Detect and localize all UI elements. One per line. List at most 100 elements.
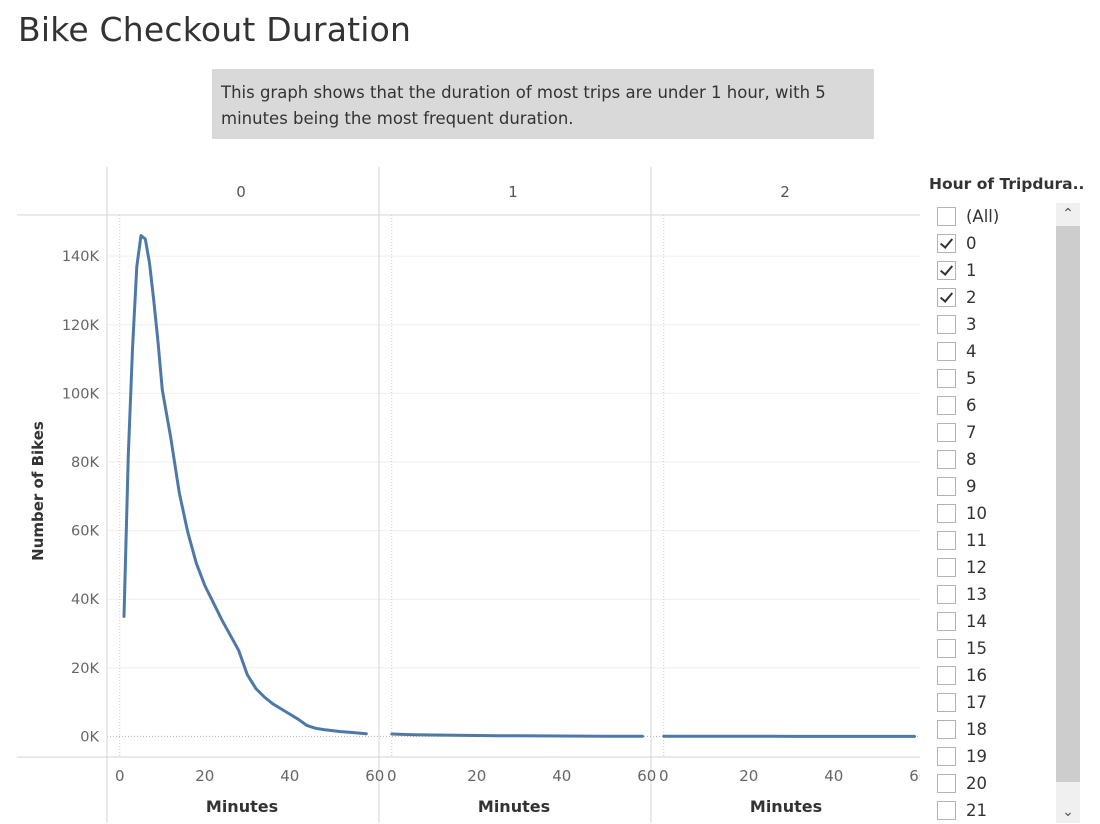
- filter-item[interactable]: 13: [937, 581, 1057, 608]
- filter-checkbox[interactable]: [937, 585, 956, 604]
- filter-checkbox[interactable]: [937, 531, 956, 550]
- filter-item[interactable]: 12: [937, 554, 1057, 581]
- filter-item[interactable]: 8: [937, 446, 1057, 473]
- filter-checkbox[interactable]: [937, 315, 956, 334]
- filter-item-label: 13: [966, 585, 987, 604]
- filter-item[interactable]: 16: [937, 662, 1057, 689]
- filter-item[interactable]: 7: [937, 419, 1057, 446]
- filter-item[interactable]: 18: [937, 716, 1057, 743]
- filter-item[interactable]: 10: [937, 500, 1057, 527]
- filter-checkbox[interactable]: [937, 288, 956, 307]
- filter-item-label: 16: [966, 666, 987, 685]
- scroll-thumb[interactable]: [1056, 226, 1080, 782]
- filter-checkbox[interactable]: [937, 450, 956, 469]
- filter-item[interactable]: 9: [937, 473, 1057, 500]
- y-tick-label: 80K: [71, 455, 99, 471]
- filter-checkbox[interactable]: [937, 504, 956, 523]
- x-tick-label: 60: [637, 767, 656, 785]
- filter-item-label: 1: [966, 261, 977, 280]
- filter-item[interactable]: 21: [937, 797, 1057, 824]
- x-tick-label: 0: [659, 767, 669, 785]
- filter-checkbox[interactable]: [937, 234, 956, 253]
- filter-checkbox[interactable]: [937, 693, 956, 712]
- y-tick-label: 20K: [71, 661, 99, 677]
- filter-checkbox[interactable]: [937, 261, 956, 280]
- filter-checkbox[interactable]: [937, 207, 956, 226]
- panel-header: 2: [780, 183, 790, 201]
- filter-item-label: 21: [966, 801, 987, 820]
- y-tick-label: 140K: [62, 249, 100, 265]
- filter-item-label: 15: [966, 639, 987, 658]
- filter-checkbox[interactable]: [937, 396, 956, 415]
- filter-item[interactable]: (All): [937, 203, 1057, 230]
- y-tick-label: 60K: [71, 524, 99, 540]
- filter-item-label: 12: [966, 558, 987, 577]
- filter-item-label: 14: [966, 612, 987, 631]
- filter-item-label: 10: [966, 504, 987, 523]
- filter-item-label: 19: [966, 747, 987, 766]
- x-tick-label: 40: [280, 767, 299, 785]
- page-title: Bike Checkout Duration: [18, 10, 411, 49]
- filter-checkbox[interactable]: [937, 558, 956, 577]
- filter-checkbox[interactable]: [937, 801, 956, 820]
- filter-item[interactable]: 15: [937, 635, 1057, 662]
- x-tick-label: 40: [552, 767, 571, 785]
- filter-checkbox[interactable]: [937, 747, 956, 766]
- filter-item-label: 8: [966, 450, 977, 469]
- x-axis-title: Minutes: [750, 797, 822, 816]
- x-tick-label: 0: [387, 767, 397, 785]
- filter-scrollbar[interactable]: ⌃ ⌄: [1056, 203, 1080, 823]
- filter-item[interactable]: 3: [937, 311, 1057, 338]
- y-tick-label: 0K: [80, 729, 99, 745]
- filter-item-label: 11: [966, 531, 987, 550]
- filter-item-label: 20: [966, 774, 987, 793]
- filter-item-label: 17: [966, 693, 987, 712]
- x-tick-label: 20: [195, 767, 214, 785]
- filter-item[interactable]: 20: [937, 770, 1057, 797]
- caption-box: This graph shows that the duration of mo…: [212, 69, 874, 139]
- filter-item-label: 4: [966, 342, 977, 361]
- filter-item[interactable]: 17: [937, 689, 1057, 716]
- filter-checkbox[interactable]: [937, 720, 956, 739]
- y-tick-label: 100K: [62, 386, 100, 402]
- filter-item-label: 3: [966, 315, 977, 334]
- filter-item[interactable]: 1: [937, 257, 1057, 284]
- filter-checkbox[interactable]: [937, 612, 956, 631]
- x-tick-label: 20: [467, 767, 486, 785]
- filter-title: Hour of Tripdura..: [929, 175, 1099, 193]
- filter-checkbox[interactable]: [937, 342, 956, 361]
- filter-item[interactable]: 11: [937, 527, 1057, 554]
- filter-item[interactable]: 5: [937, 365, 1057, 392]
- filter-item-label: 5: [966, 369, 977, 388]
- filter-item[interactable]: 14: [937, 608, 1057, 635]
- filter-item-label: 0: [966, 234, 977, 253]
- filter-checkbox[interactable]: [937, 639, 956, 658]
- filter-checkbox[interactable]: [937, 774, 956, 793]
- series-line: [124, 236, 366, 734]
- panel-header: 1: [508, 183, 518, 201]
- x-axis-title: Minutes: [206, 797, 278, 816]
- filter-checkbox[interactable]: [937, 423, 956, 442]
- filter-item[interactable]: 0: [937, 230, 1057, 257]
- x-axis-title: Minutes: [478, 797, 550, 816]
- filter-item-label: 2: [966, 288, 977, 307]
- x-tick-label: 60: [365, 767, 384, 785]
- filter-item[interactable]: 2: [937, 284, 1057, 311]
- filter-item[interactable]: 6: [937, 392, 1057, 419]
- y-tick-label: 40K: [71, 592, 99, 608]
- y-tick-label: 120K: [62, 318, 100, 334]
- x-tick-label: 60: [909, 767, 920, 785]
- filter-item-label: 7: [966, 423, 977, 442]
- filter-checkbox[interactable]: [937, 666, 956, 685]
- filter-item[interactable]: 19: [937, 743, 1057, 770]
- chevron-up-icon[interactable]: ⌃: [1056, 203, 1080, 225]
- series-line: [392, 734, 643, 736]
- x-tick-label: 40: [824, 767, 843, 785]
- filter-item[interactable]: 4: [937, 338, 1057, 365]
- panel-header: 0: [236, 183, 246, 201]
- filter-item-label: 6: [966, 396, 977, 415]
- chevron-down-icon[interactable]: ⌄: [1056, 801, 1080, 823]
- filter-checkbox[interactable]: [937, 477, 956, 496]
- filter-checkbox[interactable]: [937, 369, 956, 388]
